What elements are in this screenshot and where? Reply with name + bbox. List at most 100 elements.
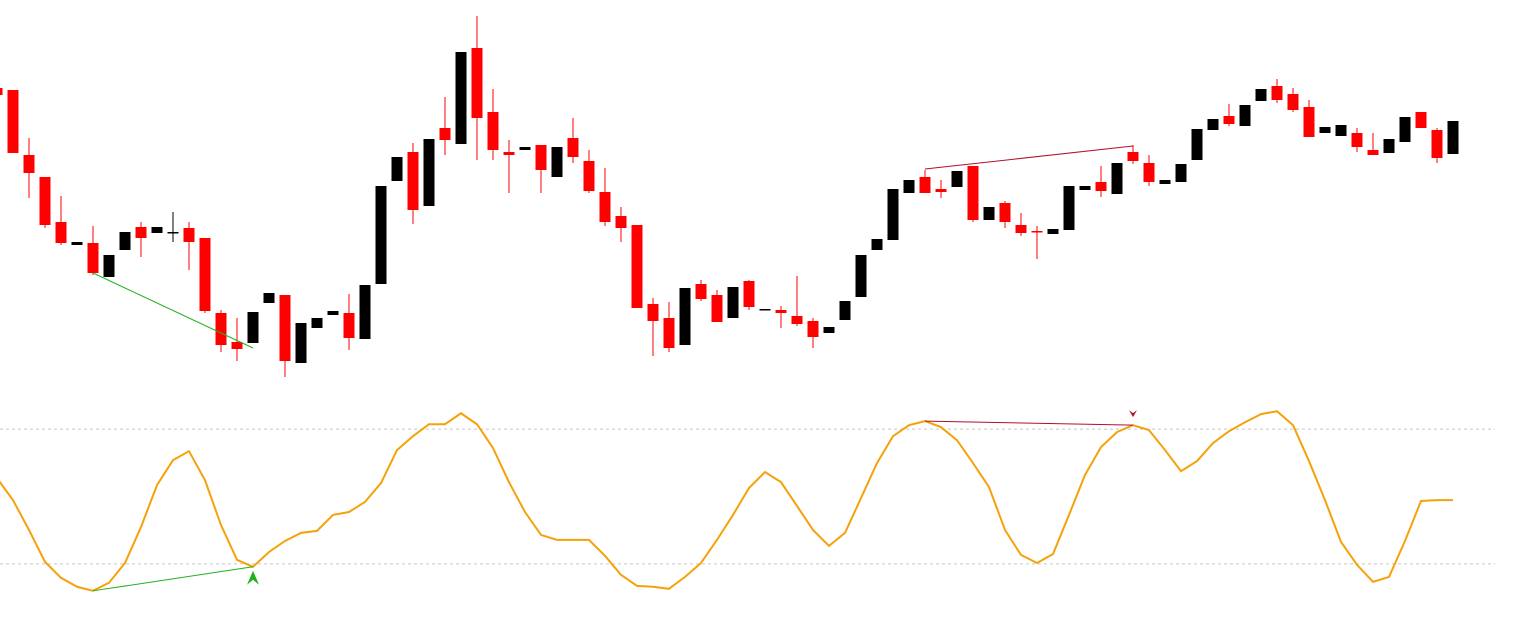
candle-body	[711, 295, 723, 322]
candle-body	[471, 48, 483, 118]
candle-body	[247, 312, 259, 343]
candle-body	[887, 189, 899, 240]
candle-body	[1143, 163, 1155, 182]
candle-body	[679, 288, 691, 345]
candle-body	[1191, 129, 1203, 160]
candle-body	[759, 309, 771, 311]
candle-body	[1383, 139, 1395, 153]
candle-body	[951, 171, 963, 187]
candle-body	[903, 180, 915, 193]
candle-body	[1207, 119, 1219, 130]
candle-body	[343, 313, 355, 338]
candle-body	[1047, 229, 1059, 234]
candle-body	[279, 295, 291, 361]
candle-body	[871, 239, 883, 250]
candle-body	[135, 227, 147, 238]
candle-body	[1095, 182, 1107, 191]
candle-body	[487, 112, 499, 150]
candle-body	[1431, 130, 1443, 158]
candle-body	[1223, 116, 1235, 124]
candle-body	[359, 285, 371, 339]
candle-body	[1015, 225, 1027, 233]
candle-body	[999, 203, 1011, 222]
candle-body	[535, 145, 547, 170]
candle-body	[839, 301, 851, 320]
candle-body	[1287, 94, 1299, 110]
candle-body	[103, 255, 115, 277]
candle-body	[1239, 105, 1251, 126]
candle-body	[1351, 133, 1363, 147]
candle-body	[551, 147, 563, 177]
candle-body	[455, 52, 467, 144]
signal-arrow	[247, 570, 259, 585]
candle-body	[503, 152, 515, 155]
candle-body	[391, 157, 403, 181]
candle-body	[1255, 89, 1267, 101]
candle-body	[151, 227, 163, 233]
candle-body	[1271, 86, 1283, 100]
candle-body	[1127, 152, 1139, 161]
candle-body	[71, 242, 83, 245]
candle-body	[1111, 163, 1123, 194]
candle-body	[807, 321, 819, 337]
candle-body	[1079, 186, 1091, 190]
oscillator-line	[0, 410, 1453, 592]
candle-body	[727, 287, 739, 318]
candle-body	[919, 177, 931, 193]
candle-body	[327, 311, 339, 315]
candle-body	[183, 228, 195, 242]
candle-body	[1335, 125, 1347, 136]
candle-body	[55, 222, 67, 243]
candle-body	[1063, 186, 1075, 230]
candle-body	[1415, 112, 1427, 128]
candle-body	[1175, 164, 1187, 182]
candle-body	[775, 310, 787, 313]
candle-body	[423, 139, 435, 206]
candle-body	[0, 88, 3, 95]
candle-body	[743, 281, 755, 307]
candle-body	[215, 313, 227, 345]
divergence-line	[92, 272, 254, 349]
candle-body	[983, 207, 995, 220]
candle-body	[1399, 117, 1411, 142]
divergence-line	[924, 420, 1134, 426]
candle-body	[823, 327, 835, 333]
candle-body	[1367, 150, 1379, 155]
candle-body	[1319, 127, 1331, 133]
candle-body	[439, 128, 451, 140]
candle-body	[167, 232, 179, 234]
candle-body	[583, 161, 595, 191]
candle-body	[695, 284, 707, 299]
candle-body	[407, 152, 419, 210]
candle-body	[663, 318, 675, 348]
candle-body	[967, 166, 979, 220]
candle-body	[39, 177, 51, 225]
candle-body	[647, 304, 659, 321]
candle-body	[295, 323, 307, 363]
candle-body	[519, 147, 531, 150]
candle-body	[631, 225, 643, 308]
divergence-line	[92, 566, 254, 592]
candle-body	[7, 90, 19, 153]
candle-body	[567, 138, 579, 157]
candle-body	[1159, 180, 1171, 184]
candle-body	[311, 318, 323, 328]
candle-body	[1303, 107, 1315, 137]
candle-body	[855, 255, 867, 297]
candle-body	[615, 216, 627, 228]
candle-body	[1031, 231, 1043, 233]
candle-body	[231, 342, 243, 349]
candle-body	[199, 238, 211, 311]
divergence-line	[924, 145, 1134, 170]
candle-body	[935, 189, 947, 192]
candle-body	[599, 192, 611, 222]
candle-body	[375, 186, 387, 284]
candle-body	[87, 243, 99, 273]
candle-body	[119, 232, 131, 250]
signal-arrow	[1129, 410, 1137, 418]
candle-body	[791, 316, 803, 324]
candle-body	[1447, 121, 1459, 154]
candle-body	[263, 293, 275, 303]
